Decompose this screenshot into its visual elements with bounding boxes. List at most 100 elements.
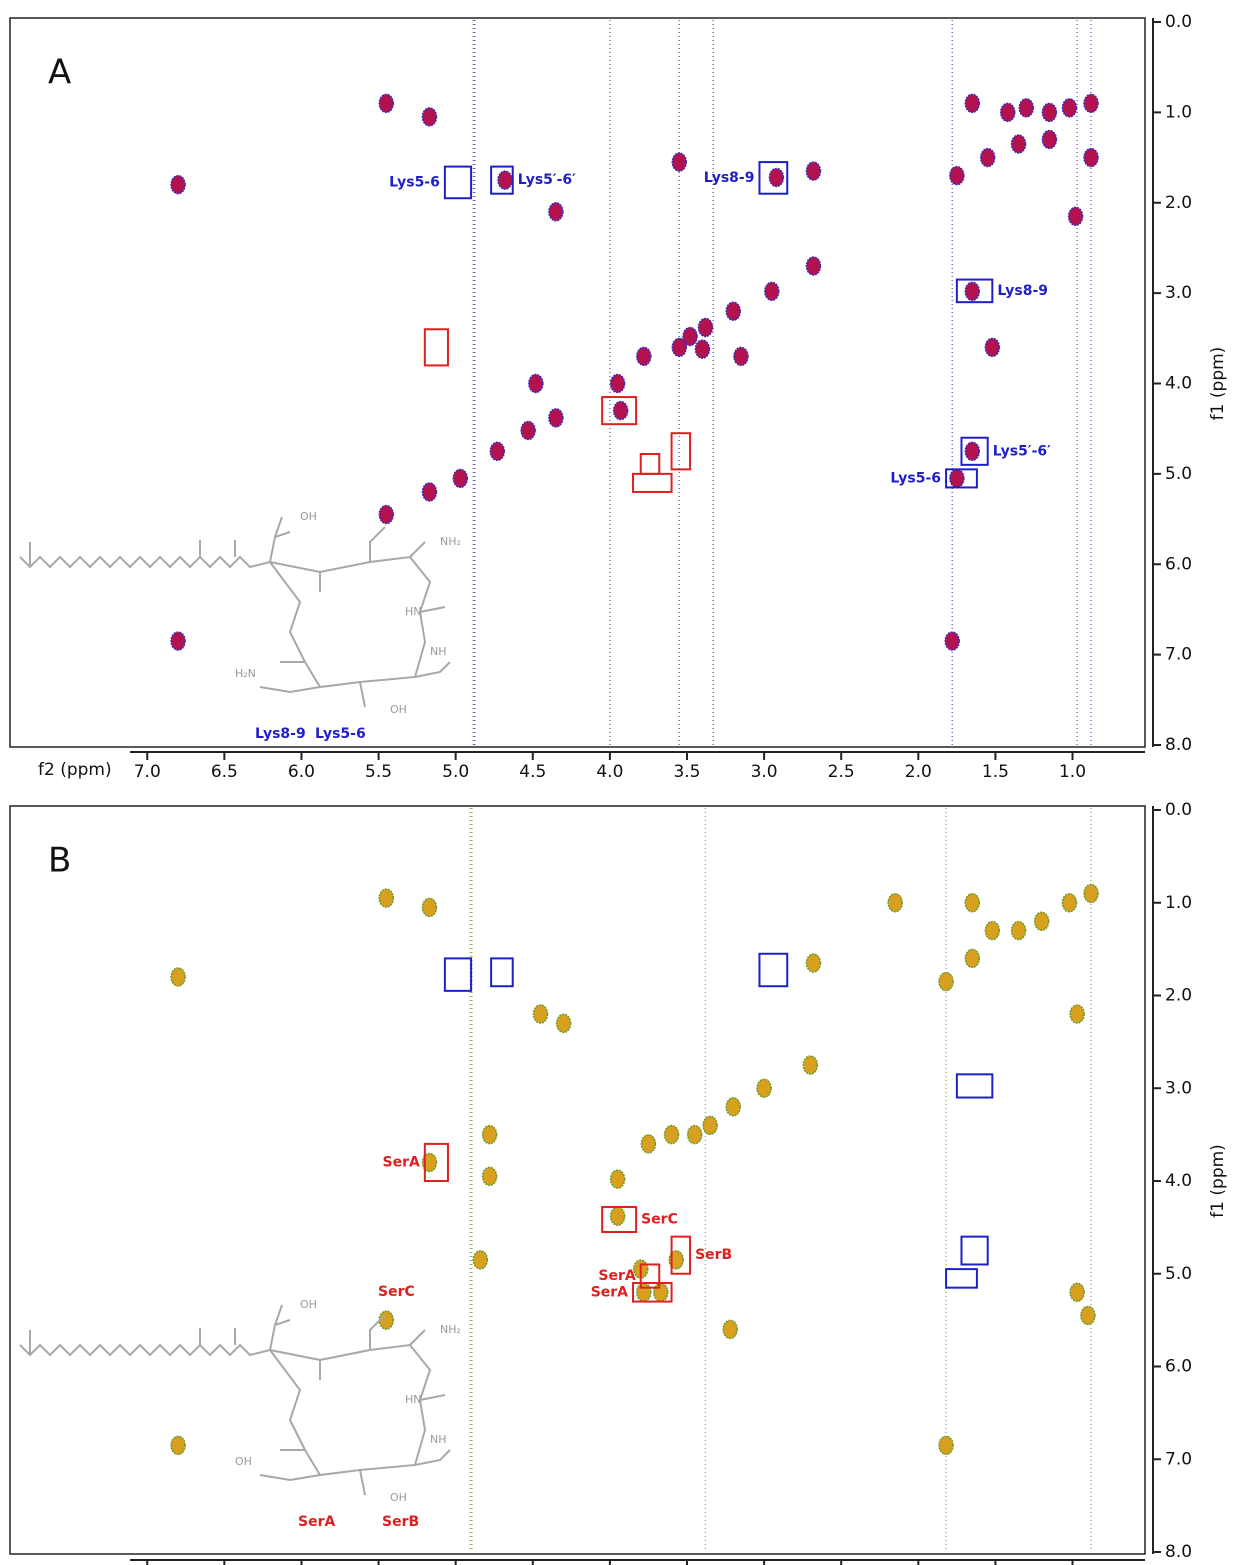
peak bbox=[378, 1310, 395, 1330]
y-tick-label: 4.0 bbox=[1165, 1171, 1192, 1191]
structure-label: Lys8-9 bbox=[255, 726, 306, 742]
y-tick-label: 1.0 bbox=[1165, 102, 1192, 122]
y-tick-label: 7.0 bbox=[1165, 1449, 1192, 1469]
y-axis-label: f1 (ppm) bbox=[1208, 1144, 1228, 1218]
annotation-box bbox=[758, 161, 789, 195]
peak bbox=[555, 1013, 572, 1034]
peak bbox=[378, 888, 395, 908]
structure-label: SerA bbox=[298, 1514, 335, 1530]
y-tick-label: 0.0 bbox=[1165, 12, 1192, 32]
plot-frame bbox=[9, 805, 1146, 1555]
peak bbox=[640, 1134, 657, 1154]
panel-title: B bbox=[48, 841, 71, 881]
peak bbox=[636, 1282, 652, 1303]
x-tick-label: 4.0 bbox=[596, 762, 623, 782]
peak bbox=[671, 337, 688, 358]
box-label: Lys5-6 bbox=[890, 470, 941, 486]
peak bbox=[949, 468, 965, 489]
x-tick-label: 5.0 bbox=[442, 762, 469, 782]
peak bbox=[1067, 206, 1084, 227]
atom-label: NH₂ bbox=[440, 535, 461, 548]
atom-label: NH₂ bbox=[440, 1323, 461, 1336]
structure-label: SerB bbox=[382, 1514, 419, 1530]
peak bbox=[170, 174, 186, 195]
panel: Lys5-6 Lys5′-6′ Lys8-9 Lys8-9 Lys5′-6′ Lys5-6… bbox=[9, 12, 1228, 782]
y-tick-label: 2.0 bbox=[1165, 986, 1192, 1006]
x-axis-label: f2 (ppm) bbox=[38, 760, 112, 780]
atom-label: OH bbox=[235, 1455, 252, 1468]
y-tick-label: 8.0 bbox=[1165, 1542, 1192, 1562]
atom-label: NH bbox=[430, 645, 447, 658]
peak bbox=[944, 631, 960, 651]
atom-label: OH bbox=[390, 1491, 407, 1504]
panel-title: A bbox=[48, 53, 71, 93]
peak bbox=[756, 1078, 772, 1098]
plot-frame bbox=[9, 17, 1146, 748]
peak bbox=[452, 468, 469, 489]
peak bbox=[421, 1152, 438, 1173]
x-tick-label: 7.0 bbox=[134, 762, 161, 782]
peak bbox=[725, 1097, 742, 1117]
box-label: SerA bbox=[591, 1284, 628, 1300]
peak bbox=[1069, 1004, 1085, 1024]
peak bbox=[984, 337, 1001, 358]
peak bbox=[170, 967, 186, 987]
atom-label: OH bbox=[300, 1298, 317, 1311]
y-tick-label: 6.0 bbox=[1165, 1357, 1192, 1377]
peak bbox=[1000, 102, 1016, 123]
annotation-box bbox=[639, 1263, 661, 1289]
box-label: Lys5-6 bbox=[389, 174, 440, 190]
x-tick-label: 3.0 bbox=[751, 762, 778, 782]
peak bbox=[964, 893, 981, 913]
peak bbox=[1080, 1305, 1096, 1326]
annotation-box bbox=[670, 432, 692, 471]
peak bbox=[964, 93, 981, 114]
structure-label: SerC bbox=[378, 1284, 415, 1300]
peak bbox=[612, 400, 629, 421]
atom-label: HN bbox=[405, 1393, 422, 1406]
peak bbox=[964, 441, 981, 462]
atom-label: NH bbox=[430, 1433, 447, 1446]
structure: OH NH₂ HN NH OH OH SerC SerA SerB bbox=[19, 1284, 461, 1530]
annotation-box bbox=[632, 472, 673, 493]
y-tick-label: 8.0 bbox=[1165, 735, 1192, 755]
peak bbox=[725, 301, 742, 321]
panel: SerASerCSerBSerASerA0.01.02.03.04.05.06.… bbox=[9, 800, 1228, 1565]
peak bbox=[548, 408, 564, 428]
annotation-box bbox=[423, 328, 449, 367]
annotation-box bbox=[670, 1235, 692, 1275]
peak bbox=[805, 953, 822, 973]
peak bbox=[421, 482, 438, 502]
peak bbox=[938, 1435, 954, 1456]
annotation-box bbox=[490, 957, 514, 988]
y-axis-label: f1 (ppm) bbox=[1208, 347, 1228, 421]
peak bbox=[609, 1169, 626, 1189]
box-label: SerC bbox=[641, 1211, 678, 1227]
peak bbox=[722, 1319, 738, 1340]
peak bbox=[1041, 129, 1058, 150]
peak bbox=[378, 504, 395, 525]
peak bbox=[668, 1250, 684, 1270]
peak bbox=[663, 1124, 680, 1145]
annotation-box bbox=[955, 1073, 994, 1099]
x-tick-label: 4.5 bbox=[519, 762, 546, 782]
peak bbox=[887, 893, 903, 913]
peak bbox=[472, 1250, 489, 1270]
peak bbox=[532, 1004, 549, 1024]
peak bbox=[421, 897, 438, 918]
peak bbox=[1041, 102, 1058, 123]
peak bbox=[609, 1206, 626, 1226]
annotation-box bbox=[490, 165, 514, 195]
y-tick-label: 3.0 bbox=[1165, 283, 1192, 303]
peak bbox=[1083, 147, 1099, 168]
peak bbox=[764, 281, 780, 302]
annotation-box bbox=[423, 1142, 449, 1183]
peak bbox=[170, 631, 186, 651]
peak bbox=[1061, 98, 1078, 118]
annotation-box bbox=[601, 396, 638, 426]
peak bbox=[636, 346, 652, 367]
x-tick-label: 3.5 bbox=[673, 762, 700, 782]
box-label: SerB bbox=[695, 1247, 732, 1263]
peak bbox=[1069, 1282, 1085, 1303]
